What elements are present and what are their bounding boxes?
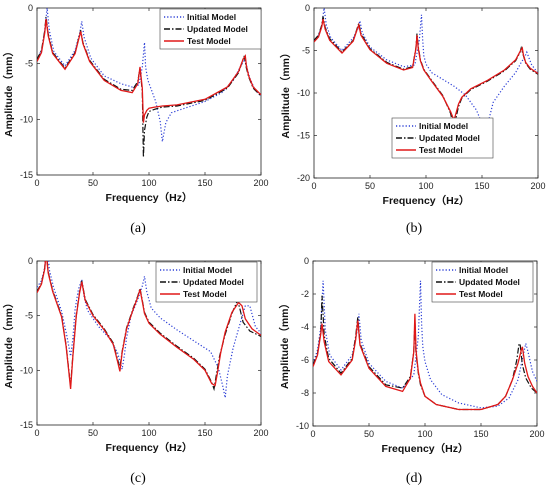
chart-panel-a: 0 50 100 150 200 0 -5 -10 -15 Frequency（Hz） Amplit… bbox=[2, 3, 269, 236]
x-tick-label: 50 bbox=[364, 429, 374, 439]
y-tick-label: -4 bbox=[301, 322, 309, 332]
y-tick-label: -10 bbox=[20, 114, 33, 124]
series-line-test-model bbox=[314, 18, 538, 123]
x-tick-label: 50 bbox=[88, 428, 98, 438]
x-tick-label: 100 bbox=[418, 181, 433, 191]
y-tick-label: -15 bbox=[20, 420, 33, 430]
y-tick-label: -2 bbox=[301, 289, 309, 299]
legend-label: Test Model bbox=[183, 289, 227, 299]
legend-label: Initial Model bbox=[419, 121, 468, 131]
x-tick-label: 200 bbox=[529, 429, 544, 439]
legend-label: Initial Model bbox=[187, 12, 236, 22]
legend: Initial Model Updated Model Test Model bbox=[431, 261, 534, 303]
x-tick-label: 100 bbox=[141, 428, 156, 438]
y-tick-label: -10 bbox=[297, 88, 310, 98]
y-tick-label: -10 bbox=[20, 365, 33, 375]
y-axis-label: Amplitude（mm） bbox=[2, 46, 15, 137]
series-line-initial-model bbox=[314, 8, 538, 155]
x-axis-label: Frequency（Hz） bbox=[383, 194, 470, 207]
series-line-initial-model bbox=[37, 261, 261, 398]
panel-caption: (a) bbox=[130, 221, 146, 236]
x-tick-label: 150 bbox=[473, 429, 488, 439]
y-tick-label: -15 bbox=[20, 170, 33, 180]
chart-panel-c: 0 50 100 150 200 0 -5 -10 -15 Frequency（Hz） Amplit… bbox=[2, 256, 269, 486]
x-tick-label: 150 bbox=[197, 428, 212, 438]
legend-label: Initial Model bbox=[459, 265, 508, 275]
x-axis-label: Frequency（Hz） bbox=[106, 191, 193, 204]
legend-label: Updated Model bbox=[183, 277, 244, 287]
x-tick-label: 150 bbox=[474, 181, 489, 191]
y-tick-label: 0 bbox=[304, 256, 309, 266]
legend-label: Test Model bbox=[187, 36, 231, 46]
series-line-test-model bbox=[313, 313, 537, 411]
panel-caption: (d) bbox=[406, 471, 423, 486]
y-tick-label: -8 bbox=[301, 388, 309, 398]
y-axis-label: Amplitude（mm） bbox=[279, 47, 292, 138]
series-line-test-model bbox=[37, 19, 261, 123]
legend-label: Initial Model bbox=[183, 265, 232, 275]
legend-label: Updated Model bbox=[187, 24, 248, 34]
x-tick-label: 0 bbox=[34, 178, 39, 188]
x-tick-label: 0 bbox=[310, 429, 315, 439]
chart-panel-d: 0 50 100 150 200 0 -2 -4 -6 -8 -10 Frequency（Hz） Amp… bbox=[278, 256, 545, 486]
legend-label: Test Model bbox=[459, 289, 503, 299]
chart-panel-b: 0 50 100 150 200 0 -5 -10 -15 -20 Frequency（Hz） Amp… bbox=[279, 3, 546, 236]
legend-label: Updated Model bbox=[459, 277, 520, 287]
y-tick-label: 0 bbox=[28, 256, 33, 266]
x-tick-label: 150 bbox=[197, 178, 212, 188]
x-tick-label: 50 bbox=[88, 178, 98, 188]
series-line-test-model bbox=[37, 261, 261, 389]
legend: Initial Model Updated Model Test Model bbox=[155, 261, 258, 303]
y-tick-label: -6 bbox=[301, 355, 309, 365]
y-tick-label: -5 bbox=[25, 311, 33, 321]
legend: Initial Model Updated Model Test Model bbox=[159, 8, 262, 50]
x-axis-label: Frequency（Hz） bbox=[106, 441, 193, 454]
panel-caption: (c) bbox=[130, 471, 146, 486]
x-tick-label: 0 bbox=[311, 181, 316, 191]
y-tick-label: -15 bbox=[297, 131, 310, 141]
x-tick-label: 0 bbox=[34, 428, 39, 438]
y-tick-label: -20 bbox=[297, 173, 310, 183]
x-tick-label: 100 bbox=[141, 178, 156, 188]
x-tick-label: 200 bbox=[253, 428, 268, 438]
y-tick-label: 0 bbox=[305, 3, 310, 13]
y-tick-label: 0 bbox=[28, 3, 33, 13]
x-tick-label: 100 bbox=[417, 429, 432, 439]
series-line-initial-model bbox=[313, 280, 537, 409]
x-tick-label: 200 bbox=[530, 181, 545, 191]
y-tick-label: -10 bbox=[296, 421, 309, 431]
legend: Initial Model Updated Model Test Model bbox=[391, 117, 494, 159]
legend-label: Updated Model bbox=[419, 133, 480, 143]
y-axis-label: Amplitude（mm） bbox=[278, 298, 291, 389]
x-axis-label: Frequency（Hz） bbox=[382, 442, 469, 455]
x-tick-label: 50 bbox=[365, 181, 375, 191]
legend-label: Test Model bbox=[419, 145, 463, 155]
y-tick-label: -5 bbox=[25, 59, 33, 69]
y-tick-label: -5 bbox=[302, 46, 310, 56]
x-tick-label: 200 bbox=[253, 178, 268, 188]
panel-caption: (b) bbox=[406, 221, 423, 236]
y-axis-label: Amplitude（mm） bbox=[2, 297, 15, 388]
